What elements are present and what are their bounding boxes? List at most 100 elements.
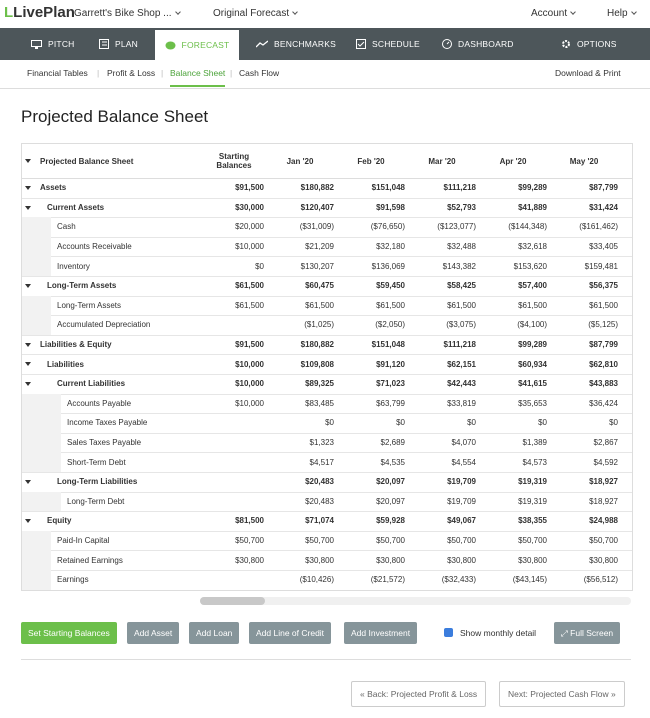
account-menu[interactable]: Account — [531, 8, 575, 19]
cell-value: $4,554 — [451, 457, 476, 467]
company-menu[interactable]: Garrett's Bike Shop ... — [74, 8, 180, 19]
cell-value: $59,450 — [376, 281, 405, 291]
button-label: Full Screen — [570, 628, 614, 638]
cell-value: $50,700 — [447, 536, 476, 546]
button[interactable]: Add Loan — [189, 622, 240, 644]
forecast-menu[interactable]: Original Forecast — [213, 8, 297, 19]
cell-value: $0 — [538, 418, 547, 428]
button[interactable]: Add Asset — [127, 622, 180, 644]
cell-value: $1,389 — [522, 438, 547, 448]
row-label: Long-Term Assets — [47, 281, 117, 291]
row-label: Retained Earnings — [57, 555, 123, 565]
row-label: Liabilities & Equity — [40, 340, 112, 350]
cell-value: $111,218 — [443, 183, 476, 193]
cell-value: $10,000 — [235, 398, 264, 408]
cell-value: $180,882 — [300, 183, 334, 193]
row-label: Accumulated Depreciation — [57, 320, 151, 330]
column-header: Feb '20 — [357, 156, 385, 166]
nav-item[interactable]: BENCHMARKS — [256, 28, 336, 60]
cell-value: $4,517 — [309, 457, 334, 467]
row-label: Sales Taxes Payable — [67, 438, 142, 448]
column-header: Apr '20 — [499, 156, 527, 166]
next-button[interactable]: Next: Projected Cash Flow » — [499, 681, 625, 707]
cell-value: ($10,426) — [299, 575, 334, 585]
icon — [562, 40, 570, 48]
page-title: Projected Balance Sheet — [21, 107, 209, 126]
indent — [22, 413, 61, 433]
nav-item[interactable]: DASHBOARD — [442, 28, 514, 60]
scroll-thumb[interactable] — [200, 597, 265, 605]
sub-nav-item[interactable]: Cash Flow — [239, 68, 280, 78]
cell-value: $61,500 — [235, 300, 264, 310]
column-header: Jan '20 — [286, 156, 314, 166]
button[interactable]: Add Line of Credit — [249, 622, 332, 644]
nav-item[interactable]: PLAN — [99, 28, 138, 60]
separator: | — [230, 68, 233, 78]
cell-value: $62,810 — [589, 359, 618, 369]
cell-value: ($2,050) — [375, 320, 405, 330]
logo-mark: L — [4, 4, 14, 21]
fullscreen-button[interactable]: ⤢ Full Screen — [554, 622, 621, 644]
cell-value: $19,709 — [447, 477, 476, 487]
toggle — [25, 284, 31, 288]
row-label: Inventory — [57, 261, 90, 271]
cell-value: $49,067 — [447, 516, 476, 526]
indent — [22, 217, 51, 237]
row-label: Current Liabilities — [57, 379, 126, 389]
row-label: Long-Term Assets — [57, 300, 122, 310]
table-row: Short-Term Debt $4,517 $4,535 $4,554 $4,573 $… — [22, 452, 632, 473]
button[interactable]: Add Investment — [344, 622, 418, 644]
cell-value: $111,218 — [443, 340, 476, 350]
cell-value: $41,615 — [518, 379, 547, 389]
toggle — [25, 362, 31, 367]
cell-value: ($21,572) — [370, 575, 405, 585]
cell-value: $58,425 — [447, 281, 476, 291]
checkbox-label[interactable]: Show monthly detail — [460, 628, 537, 638]
sub-nav-item[interactable]: Balance Sheet — [170, 68, 226, 87]
scrollbar[interactable] — [200, 597, 631, 605]
logo[interactable]: LLivePlan — [4, 4, 75, 21]
cell-value: $151,048 — [371, 183, 405, 193]
nav-item[interactable]: PITCH — [31, 28, 75, 60]
button[interactable]: Set Starting Balances — [21, 622, 117, 644]
column-header: Mar '20 — [428, 156, 456, 166]
cell-value: ($5,125) — [588, 320, 618, 330]
row-label: Long-Term Liabilities — [57, 477, 138, 487]
cell-value: $10,000 — [235, 359, 264, 369]
cell-value: $62,151 — [447, 359, 476, 369]
icon — [99, 39, 109, 49]
sub-nav-item[interactable]: Financial Tables — [27, 68, 88, 78]
table-row: Current Assets $30,000 $120,407 $91,598 $52,… — [22, 198, 632, 219]
help-menu[interactable]: Help — [607, 8, 636, 19]
cell-value: $20,483 — [305, 477, 334, 487]
cell-value: $59,928 — [376, 516, 405, 526]
cell-value: $20,097 — [376, 477, 405, 487]
cell-value: ($43,145) — [512, 575, 547, 585]
table-row: Liabilities & Equity $91,500 $180,882 $151,… — [22, 335, 632, 356]
cell-value: $38,355 — [518, 516, 547, 526]
back-button[interactable]: « Back: Projected Profit & Loss — [351, 681, 487, 707]
row-label: Income Taxes Payable — [67, 418, 148, 428]
cell-value: ($32,433) — [441, 575, 476, 585]
icon — [356, 39, 366, 49]
nav-item[interactable]: FORECAST — [155, 30, 239, 60]
icon — [442, 39, 452, 49]
cell-value: $30,000 — [235, 202, 264, 212]
download-link[interactable]: Download & Print — [555, 68, 621, 78]
sub-nav-item[interactable]: Profit & Loss — [107, 68, 156, 78]
toggle — [25, 342, 31, 347]
cell-value: ($31,009) — [299, 222, 334, 232]
nav-item[interactable]: OPTIONS — [561, 28, 617, 60]
logo-text: LivePlan — [13, 4, 75, 21]
checkbox[interactable] — [444, 628, 453, 637]
cell-value: $120,407 — [300, 202, 334, 212]
cell-value: $43,883 — [589, 379, 618, 389]
cell-value: ($161,462) — [579, 222, 618, 232]
cell-value: $130,207 — [300, 261, 334, 271]
cell-value: $143,382 — [442, 261, 476, 271]
cell-value: $4,070 — [451, 438, 476, 448]
cell-value: ($123,077) — [437, 222, 476, 232]
nav-item[interactable]: SCHEDULE — [356, 28, 420, 60]
cell-value: $89,325 — [305, 379, 334, 389]
